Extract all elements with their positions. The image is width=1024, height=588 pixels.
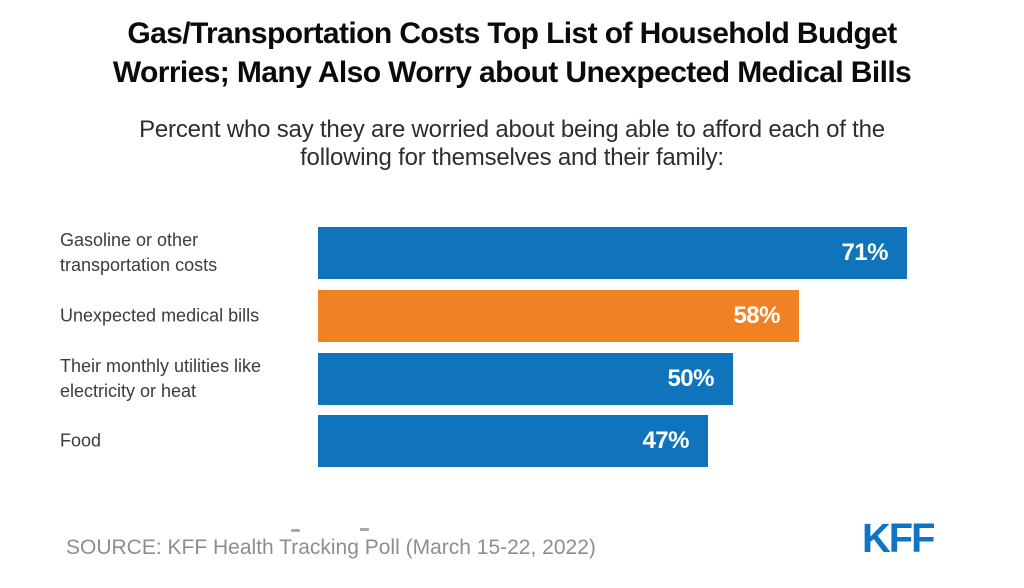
chart-subtitle-line: following for themselves and their famil…	[300, 144, 724, 171]
bar-value-label: 71%	[841, 239, 888, 266]
bar: 47%	[318, 415, 708, 467]
bar-value-label: 50%	[667, 365, 714, 392]
category-label: Food	[60, 429, 310, 454]
source-note: SOURCE: KFF Health Tracking Poll (March …	[66, 536, 596, 559]
category-label-line: Their monthly utilities like	[60, 356, 262, 376]
bar-value-label: 47%	[642, 427, 689, 454]
category-label-line: electricity or heat	[60, 381, 197, 401]
chart-title: Gas/Transportation Costs Top List of Hou…	[52, 14, 972, 92]
bar: 50%	[318, 353, 733, 405]
bar-row: Unexpected medical bills 58%	[60, 290, 980, 342]
category-label-line: Food	[60, 430, 102, 451]
bar: 71%	[318, 227, 907, 279]
category-label-line: transportation costs	[60, 255, 218, 275]
stray-text-artifact	[360, 528, 369, 531]
kff-logo: KFF	[862, 515, 935, 561]
chart-subtitle: Percent who say they are worried about b…	[52, 116, 972, 172]
bar: 58%	[318, 290, 799, 342]
chart-title-line: Gas/Transportation Costs Top List of Hou…	[127, 17, 897, 50]
chart-subtitle-line: Percent who say they are worried about b…	[139, 116, 885, 143]
category-label-line: Unexpected medical bills	[60, 305, 260, 326]
bar-row: Gasoline or other transportation costs 71%	[60, 227, 980, 279]
bar-value-label: 58%	[733, 302, 780, 329]
chart-title-line: Worries; Many Also Worry about Unexpecte…	[112, 56, 912, 89]
bar-row: Food 47%	[60, 415, 980, 467]
category-label-line: Gasoline or other	[60, 230, 199, 250]
stray-text-artifact	[291, 529, 300, 532]
category-label: Gasoline or other transportation costs	[60, 228, 310, 278]
bar-chart: Gasoline or other transportation costs 71%…	[60, 227, 980, 468]
bar-row: Their monthly utilities like electricity …	[60, 353, 980, 405]
category-label: Their monthly utilities like electricity …	[60, 354, 310, 404]
category-label: Unexpected medical bills	[60, 304, 310, 329]
